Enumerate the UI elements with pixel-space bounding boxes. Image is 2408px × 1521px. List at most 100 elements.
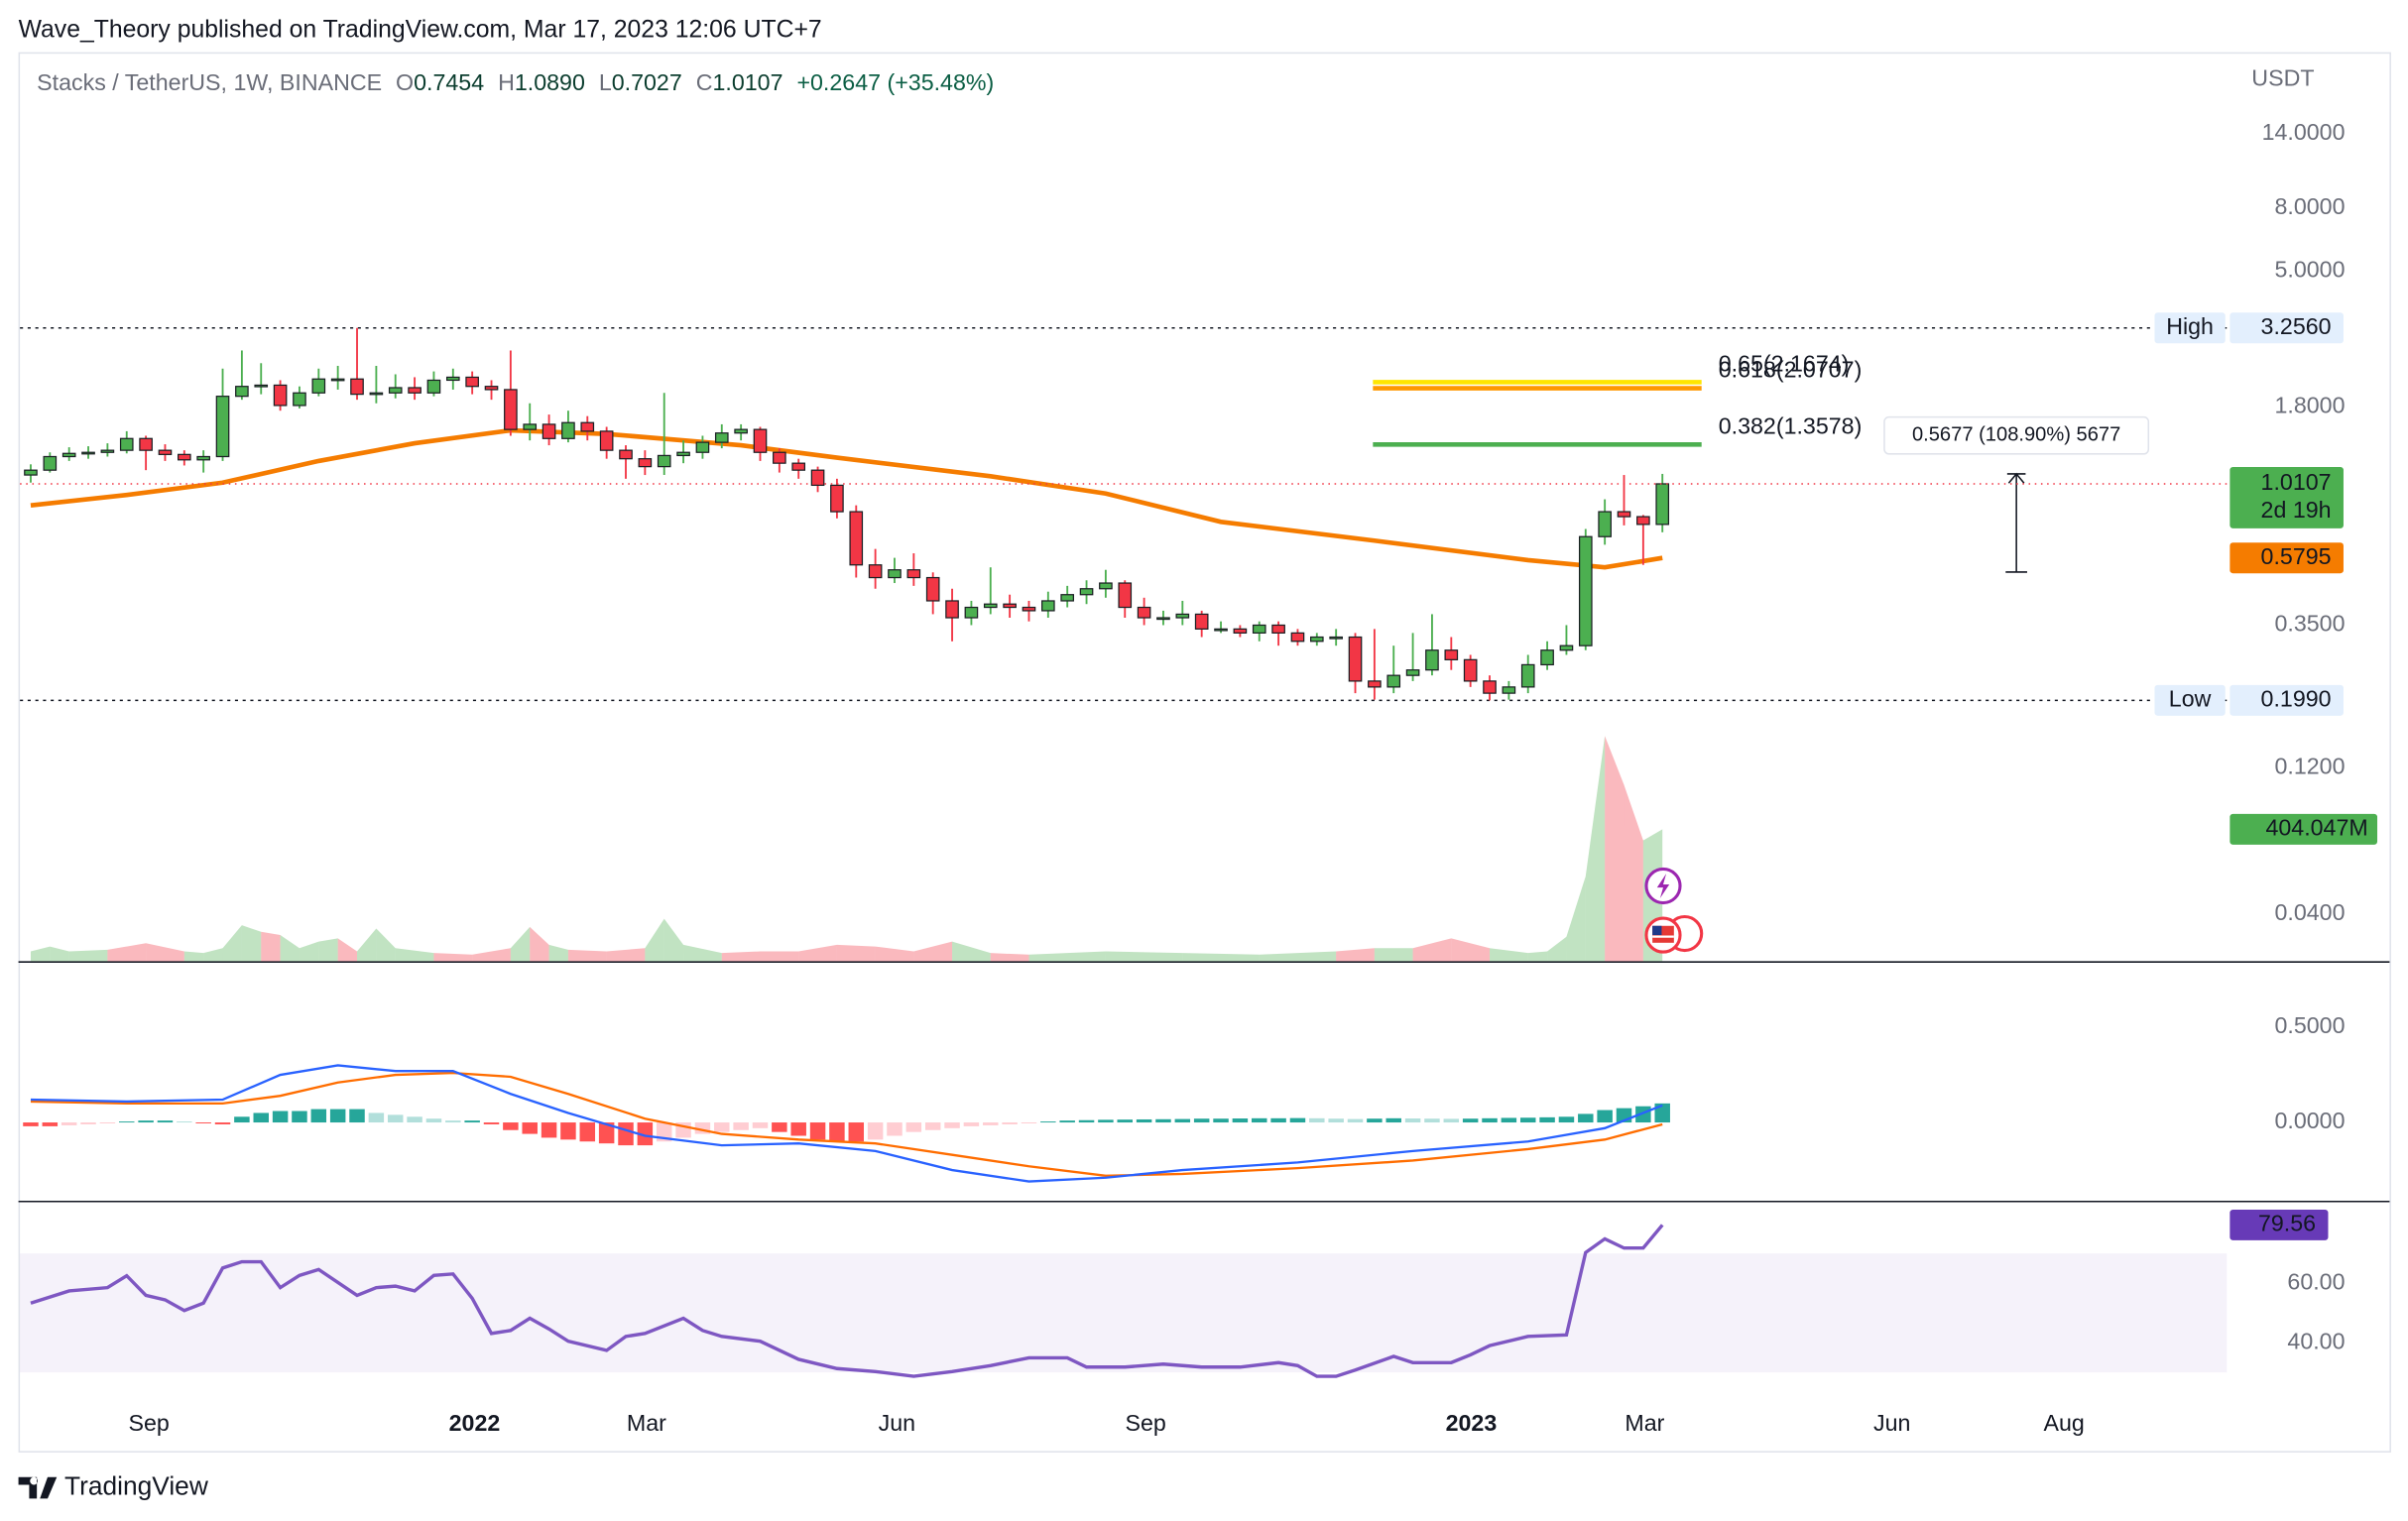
volume-area [760,951,799,962]
histogram-bar [464,1120,480,1123]
histogram-bar [503,1122,519,1130]
histogram-bar [349,1109,365,1123]
y-tick-label: 5.0000 [2274,256,2345,282]
histogram-bar [1270,1117,1286,1123]
histogram-bar [809,1122,826,1140]
histogram-bar [1482,1117,1498,1123]
volume-area [606,948,646,962]
volume-area [1028,951,1106,962]
ohlc-key: H [498,69,515,95]
ohlc-key: O [396,69,414,95]
candle-body [350,378,364,396]
candle-body [1156,617,1170,621]
candle-body [964,606,979,619]
candle-body [925,576,940,602]
candle-body [1329,636,1343,640]
measure-box [1883,415,2150,455]
candle-body [61,452,76,458]
histogram-bar [80,1122,96,1124]
ohlc-value: 0.7027 [612,69,682,95]
histogram-bar [99,1122,116,1124]
candle-body [695,441,710,453]
y-tick-label: 14.0000 [2262,119,2346,145]
candle-body [43,455,58,471]
line [30,1064,1663,1183]
candle-body [1233,628,1248,635]
histogram-bar [195,1122,211,1124]
candle-body [1425,649,1439,671]
histogram-bar [1424,1118,1440,1123]
histogram-bar [1174,1118,1191,1123]
candle-body [810,469,825,487]
candle-body [1271,624,1285,635]
level-name: Low [2169,685,2212,711]
volume-area [68,949,108,962]
histogram-bar [23,1122,39,1126]
volume-area [1547,936,1567,962]
histogram-bar [1155,1118,1171,1123]
histogram-bar [944,1122,960,1128]
histogram-bar [445,1120,461,1123]
histogram-bar [618,1122,634,1146]
candle-body [408,387,421,394]
volume-area [1374,948,1413,962]
histogram-bar [848,1122,865,1142]
candle-body [945,600,959,619]
histogram-bar [1578,1113,1594,1123]
candle-body [1598,511,1612,537]
measure-label: 0.5677 (108.90%) 5677 [1912,424,2120,446]
x-tick-label: Sep [1125,1410,1165,1436]
histogram-bar [368,1112,385,1123]
volume-area [107,943,147,962]
candle-body [773,451,786,464]
candle-body [753,428,768,453]
candle-body [158,449,173,455]
volume-area [261,931,281,962]
histogram-bar [1193,1118,1210,1123]
line [30,1071,1663,1177]
ma-label: 0.5795 [2261,543,2332,569]
candle-body [484,386,499,391]
histogram-bar [1328,1118,1344,1123]
countdown: 2d 19h [2261,497,2332,523]
ohlc-key: C [696,69,713,95]
candle-body [1463,658,1478,682]
candle-body [1079,588,1094,596]
candle-body [1099,582,1113,590]
x-tick-label: Sep [129,1410,170,1436]
volume-area [913,941,953,962]
histogram-bar [1309,1117,1325,1123]
candle-body [888,569,902,579]
candle-body [849,511,864,566]
histogram-bar [1462,1118,1479,1123]
candle-body [676,451,690,457]
ohlc-value: 1.0890 [515,69,585,95]
volume-area [1566,876,1586,962]
candle-body [1214,628,1228,632]
candle-body [445,376,460,382]
candle-body [1194,613,1209,630]
fib-label: 0.65(2.1674) [1719,351,1850,377]
histogram-bar [138,1120,154,1123]
histogram-bar [560,1122,576,1140]
volume-label: 404.047M [2265,815,2367,841]
volume-area [299,941,319,962]
event-icons [1644,867,1704,954]
histogram-bar [637,1122,654,1146]
histogram-bar [1597,1110,1613,1123]
histogram-bar [905,1122,922,1132]
histogram-bar [522,1122,538,1134]
brand: TradingView [64,1471,209,1501]
volume-area [567,949,607,962]
volume-area [1336,948,1375,962]
volume-area [530,926,549,962]
histogram-bar [42,1122,59,1126]
histogram-bar [541,1122,557,1138]
volume-area [183,951,204,962]
volume-area [337,938,358,962]
candle-body [1175,613,1190,619]
price-box [2229,466,2344,528]
symbol-title: Stacks / TetherUS, 1W, BINANCE [37,69,382,95]
histogram-bar [292,1111,307,1123]
